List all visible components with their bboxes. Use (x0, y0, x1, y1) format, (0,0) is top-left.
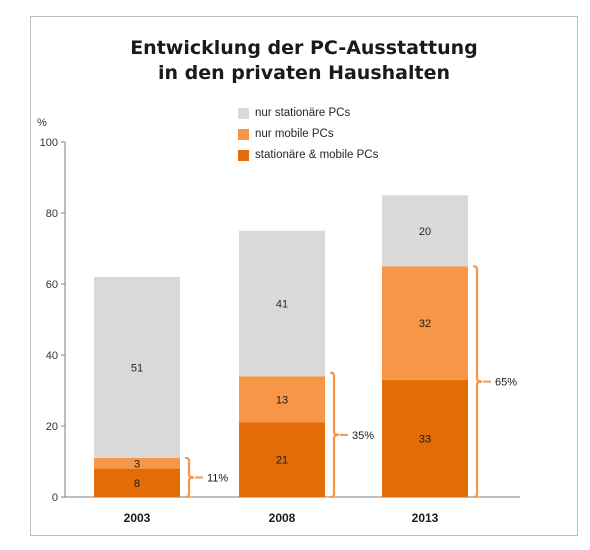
legend-swatch-nur-stationaere (238, 107, 249, 119)
chart-title-line-1: Entwicklung der PC-Ausstattung (130, 37, 478, 59)
x-tick-label: 2008 (269, 511, 296, 525)
legend-label-stationaer-mobile: stationäre & mobile PCs (255, 149, 379, 161)
y-tick-label: 0 (52, 492, 58, 504)
legend-item-nur-mobile: nur mobile PCs (238, 128, 334, 140)
data-label-nur-stationaere-pcs-2008: 41 (276, 299, 288, 311)
legend-label-nur-mobile: nur mobile PCs (255, 128, 334, 140)
legend-label-nur-stationaere: nur stationäre PCs (255, 107, 351, 119)
legend-swatch-nur-mobile (238, 128, 249, 140)
legend-item-stationaer-mobile: stationäre & mobile PCs (238, 149, 378, 161)
bar-segment-stationaere-mobile-pcs-2003 (94, 468, 180, 497)
data-label-stationaere-mobile-pcs-2008: 21 (276, 455, 288, 467)
y-tick-label: 60 (46, 279, 58, 291)
y-tick-label: 100 (40, 137, 58, 149)
brace-annotation-2013 (472, 265, 483, 499)
x-tick-label: 2013 (412, 511, 439, 525)
legend-item-nur-stationaere: nur stationäre PCs (238, 107, 350, 119)
brace-label-2013: 65% (495, 377, 517, 389)
y-tick-label: 20 (46, 421, 58, 433)
brace-annotation-2008 (329, 371, 340, 499)
data-label-nur-mobile-pcs-2013: 32 (419, 318, 431, 330)
data-label-stationaere-mobile-pcs-2013: 33 (419, 433, 431, 445)
bar-segment-nur-stationaere-pcs-2003 (94, 276, 180, 458)
data-label-nur-stationaere-pcs-2003: 51 (131, 362, 143, 374)
bar-segment-nur-mobile-pcs-2013 (382, 266, 468, 380)
y-tick-label: 80 (46, 208, 58, 220)
brace-label-2003: 11% (207, 472, 228, 484)
bar-segment-nur-stationaere-pcs-2008 (239, 230, 325, 377)
x-tick-label: 2003 (124, 511, 151, 525)
bar-segment-stationaere-mobile-pcs-2008 (239, 422, 325, 497)
bar-segment-nur-stationaere-pcs-2013 (382, 195, 468, 267)
legend-swatch-stationaer-mobile (238, 149, 249, 161)
data-label-nur-mobile-pcs-2008: 13 (276, 394, 288, 406)
y-unit-label: % (37, 117, 47, 129)
bar-segment-stationaere-mobile-pcs-2013 (382, 379, 468, 497)
brace-annotation-2003 (184, 456, 195, 499)
data-label-nur-stationaere-pcs-2013: 20 (419, 226, 431, 238)
data-label-stationaere-mobile-pcs-2003: 8 (134, 478, 140, 490)
chart-title-line-2: in den privaten Haushalten (158, 62, 450, 84)
bar-segment-nur-mobile-pcs-2003 (94, 457, 180, 469)
data-label-nur-mobile-pcs-2003: 3 (134, 458, 140, 470)
y-tick-label: 40 (46, 350, 58, 362)
bar-segment-nur-mobile-pcs-2008 (239, 376, 325, 423)
brace-label-2008: 35% (352, 430, 374, 442)
chart-title: Entwicklung der PC-Ausstattung in den pr… (30, 36, 578, 86)
